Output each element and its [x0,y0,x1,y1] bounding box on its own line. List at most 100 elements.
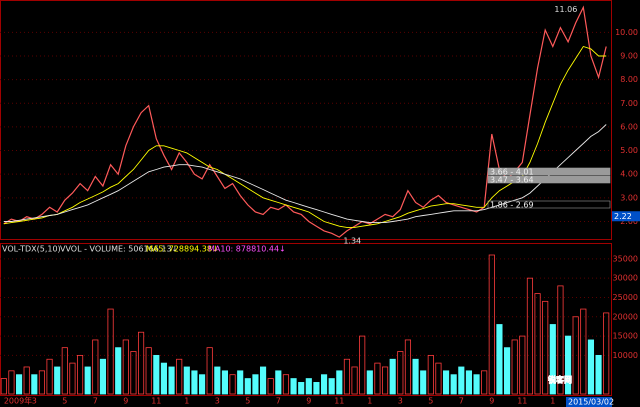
volume-bar [290,378,297,395]
volume-bar [389,358,396,395]
volume-panel [0,243,612,396]
x-tick-label: 3 [398,397,403,406]
volume-bar [54,366,61,395]
y-tick-label: 20000 [613,312,638,321]
volume-bar [214,366,221,395]
y-tick-label: 7.00 [620,99,638,108]
volume-bar [336,370,343,395]
high-annotation: 11.06 [554,5,577,14]
volume-bar [488,254,495,395]
volume-bar [595,354,602,395]
volume-bar [511,339,518,395]
current-price-label: 2.22 [614,212,632,221]
volume-bar [465,370,473,395]
volume-bar [298,382,305,395]
volume-bar [168,366,175,395]
y-tick-label: 10.00 [615,28,638,37]
volume-bar [267,378,274,395]
volume-bar [206,347,213,395]
volume-bar [198,374,206,395]
volume-bar [252,374,259,395]
indicator-label: MA5: 728894.38↓ [146,245,219,254]
x-tick-label: 2009年 [4,396,32,406]
volume-bar [542,300,549,395]
volume-bar [107,308,114,395]
price-panel [0,0,612,240]
y-tick-label: 4.00 [620,170,638,179]
volume-bar [176,358,183,395]
date-box [566,397,612,407]
y-tick-label: 5.00 [620,146,638,155]
y-tick-label: 30000 [613,274,638,283]
volume-bar [92,339,99,395]
volume-bar [0,378,7,395]
volume-bar [381,366,389,395]
x-tick-label: 1 [367,397,372,406]
volume-bar [282,374,290,395]
range-band [487,175,611,184]
volume-bar [305,378,312,395]
volume-bar [420,370,427,395]
volume-bar [191,370,198,395]
x-tick-label: 3 [215,397,220,406]
volume-bar [237,370,244,395]
volume-bar [404,339,412,395]
range-band [487,200,611,209]
y-tick-label: 3.00 [620,193,638,202]
volume-bar [145,347,152,395]
volume-bar [69,362,76,395]
volume-bar [8,370,15,395]
x-tick-label: 11 [334,397,344,406]
volume-bar [31,374,38,395]
volume-bar [366,370,373,395]
volume-bar [359,335,366,395]
volume-bar [328,378,335,395]
volume-bar [76,354,84,395]
volume-bar [503,347,511,395]
x-tick-label: 7 [459,397,464,406]
volume-bar [580,308,587,395]
range-label: 3.66 - 4.01 [490,168,534,177]
volume-bar [496,324,503,395]
x-tick-label: 3 [32,397,37,406]
volume-bar [183,366,190,395]
x-tick-label: 7 [276,397,281,406]
volume-bar [23,366,30,395]
x-tick-label: 5 [428,397,433,406]
volume-bar [519,335,526,395]
y-tick-label: 35000 [613,254,638,263]
volume-bar [130,351,137,395]
volume-bar [397,351,404,395]
volume-bar [229,374,236,395]
volume-bar [84,366,91,395]
volume-bar [351,366,358,395]
x-tick-label: 9 [123,397,128,406]
range-label: 1.86 - 2.69 [490,201,534,210]
series-line [3,45,607,228]
x-tick-label: 7 [93,397,98,406]
x-tick-label: 5 [62,397,67,406]
range-label: 3.47 - 3.64 [490,176,534,185]
volume-bar [153,354,160,395]
y-tick-label: 8.00 [620,75,638,84]
y-tick-label: 10000 [613,351,638,360]
volume-bar [442,370,450,395]
y-tick-label: 2.00 [620,217,638,226]
volume-bar [549,324,556,395]
volume-bar [221,370,229,395]
indicator-label: VVOL - VOLUME: 506166.13↓ [60,245,178,254]
volume-bar [458,366,465,395]
x-tick-label: 1 [550,397,555,406]
series-line [3,124,607,224]
date-label: 2015/03/02 [568,398,614,407]
x-tick-label: 5 [245,397,250,406]
volume-bar [473,374,480,395]
volume-bar [374,362,381,395]
x-tick-label: 11 [151,397,161,406]
volume-bar [564,335,572,395]
indicator-label: MA10: 878810.44↓ [208,245,286,254]
y-tick-label: 15000 [613,332,638,341]
volume-bar [313,382,320,395]
watermark: 锐客网 [548,375,572,385]
